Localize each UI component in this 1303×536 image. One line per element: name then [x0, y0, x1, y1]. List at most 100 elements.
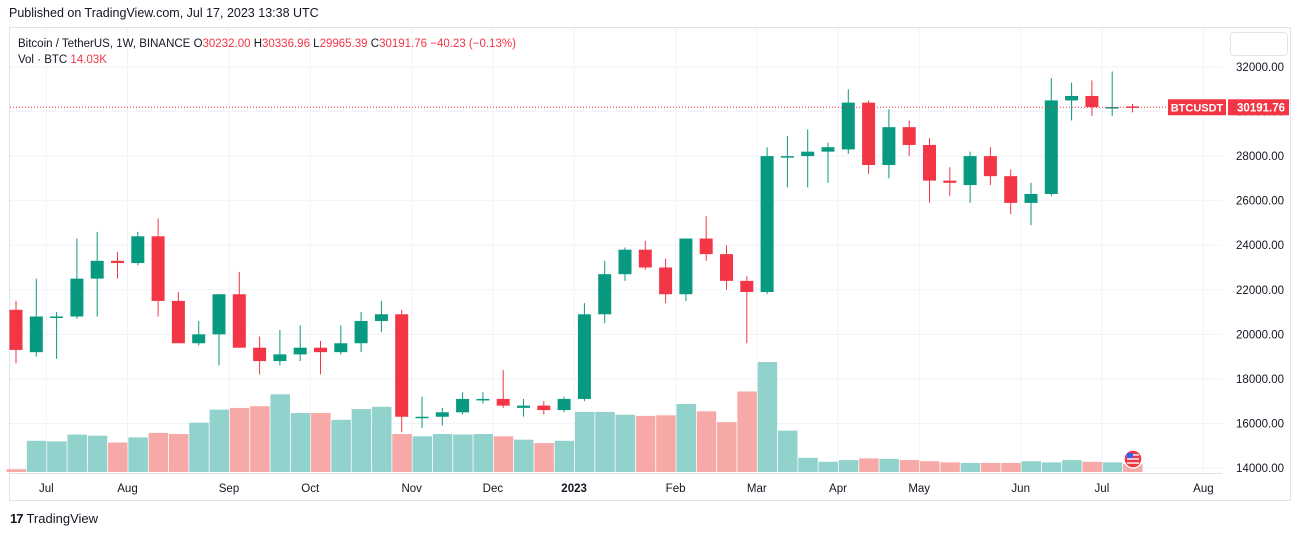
candle-body — [70, 278, 84, 317]
candle-body — [720, 254, 733, 281]
volume-bar — [168, 434, 189, 472]
x-tick-label: 2023 — [561, 483, 587, 495]
volume-bar — [696, 411, 717, 472]
x-tick-label: Aug — [117, 483, 137, 495]
open-label: O — [193, 38, 203, 50]
volume-bar — [980, 462, 1001, 472]
y-tick-label: 32000.00 — [1236, 62, 1284, 74]
flag-canton — [1127, 453, 1133, 458]
volume-label[interactable]: Vol · BTC — [18, 54, 68, 66]
candle-body — [253, 347, 267, 362]
volume-bar — [1062, 460, 1082, 472]
x-tick-label: Jul — [39, 483, 54, 495]
volume-bar — [1001, 462, 1021, 472]
candle-body — [902, 127, 916, 145]
chart-legend: Bitcoin / TetherUS, 1W, BINANCE O30232.0… — [18, 36, 516, 68]
volume-bar — [250, 406, 270, 472]
last-price-tag — [1228, 99, 1289, 116]
y-tick-label: 28000.00 — [1236, 151, 1284, 163]
published-note: Published on TradingView.com, Jul 17, 20… — [9, 6, 319, 20]
volume-bar — [838, 460, 859, 472]
x-tick-label: Jul — [1095, 483, 1110, 495]
x-tick-label: May — [908, 483, 930, 495]
candle-body — [1105, 107, 1119, 109]
y-tick-label: 18000.00 — [1236, 374, 1284, 386]
candle-body — [801, 151, 815, 157]
candle-body — [699, 238, 713, 255]
open-value: 30232.00 — [202, 38, 251, 50]
candle-body — [821, 147, 835, 152]
y-tick-label: 22000.00 — [1236, 285, 1284, 297]
y-tick-label: 26000.00 — [1236, 196, 1284, 208]
candle-body — [638, 249, 652, 268]
change-value: −40.23 (−0.13%) — [430, 38, 516, 50]
candle-body — [1085, 95, 1099, 108]
symbol-title[interactable]: Bitcoin / TetherUS, 1W, BINANCE — [18, 38, 191, 50]
x-tick-label: Sep — [219, 483, 239, 495]
high-label: H — [253, 38, 262, 50]
candle-body — [334, 343, 348, 353]
volume-bar — [737, 391, 757, 472]
candle-body — [963, 156, 977, 186]
candle-body — [29, 316, 43, 353]
chart-frame — [9, 27, 1291, 501]
volume-bar — [392, 434, 412, 472]
volume-bar — [47, 441, 67, 472]
candle-body — [679, 238, 693, 295]
volume-bar — [493, 436, 514, 472]
candle-body — [537, 405, 551, 411]
volume-bar — [574, 411, 595, 472]
candle-body — [1024, 193, 1038, 203]
x-tick-label: Oct — [301, 483, 320, 495]
volume-bar — [229, 407, 250, 472]
candle-body — [314, 347, 327, 353]
volume-bar — [514, 439, 534, 472]
candle-body — [415, 416, 429, 419]
volume-bar — [128, 437, 148, 472]
brand-name: TradingView — [26, 511, 99, 526]
y-tick-label: 16000.00 — [1236, 418, 1284, 430]
volume-bar — [412, 436, 433, 472]
candle-body — [232, 294, 246, 348]
close-value: 30191.76 — [379, 38, 428, 50]
candle-body — [841, 102, 855, 150]
volume-bar — [148, 432, 169, 472]
candle-body — [659, 267, 673, 295]
volume-row: Vol · BTC 14.03K — [18, 52, 516, 68]
candle-body — [618, 249, 632, 275]
volume-bar — [595, 411, 615, 472]
high-value: 30336.96 — [262, 38, 310, 50]
candle-body — [111, 260, 124, 264]
volume-bar — [940, 462, 960, 472]
x-tick-label: Aug — [1193, 483, 1213, 495]
volume-bar — [331, 419, 351, 472]
candle-body — [923, 144, 936, 181]
volume-bar — [818, 461, 839, 472]
volume-bar — [453, 434, 473, 472]
volume-bar — [635, 415, 656, 472]
volume-bar — [1102, 462, 1123, 472]
candle-body — [598, 274, 612, 315]
candle-body — [9, 309, 23, 350]
volume-bar — [656, 415, 676, 472]
volume-bar — [6, 469, 27, 472]
volume-bar — [717, 422, 737, 472]
candle-body — [354, 320, 368, 344]
volume-bar — [473, 434, 493, 472]
volume-bar — [290, 413, 311, 472]
candle-body — [456, 398, 470, 413]
candle-body — [1065, 95, 1079, 101]
scale-toggle-button[interactable] — [1230, 32, 1288, 56]
candle-body — [496, 398, 510, 406]
last-price-label: 30191.76 — [1237, 102, 1285, 114]
candle-body — [882, 127, 896, 166]
y-tick-label: 24000.00 — [1236, 240, 1284, 252]
volume-value: 14.03K — [70, 54, 107, 66]
candle-body — [131, 236, 145, 264]
candle-body — [1004, 176, 1018, 203]
volume-bar — [534, 443, 554, 472]
candle-body — [1044, 100, 1058, 194]
volume-bar — [1082, 461, 1102, 472]
low-value: 29965.39 — [319, 38, 368, 50]
